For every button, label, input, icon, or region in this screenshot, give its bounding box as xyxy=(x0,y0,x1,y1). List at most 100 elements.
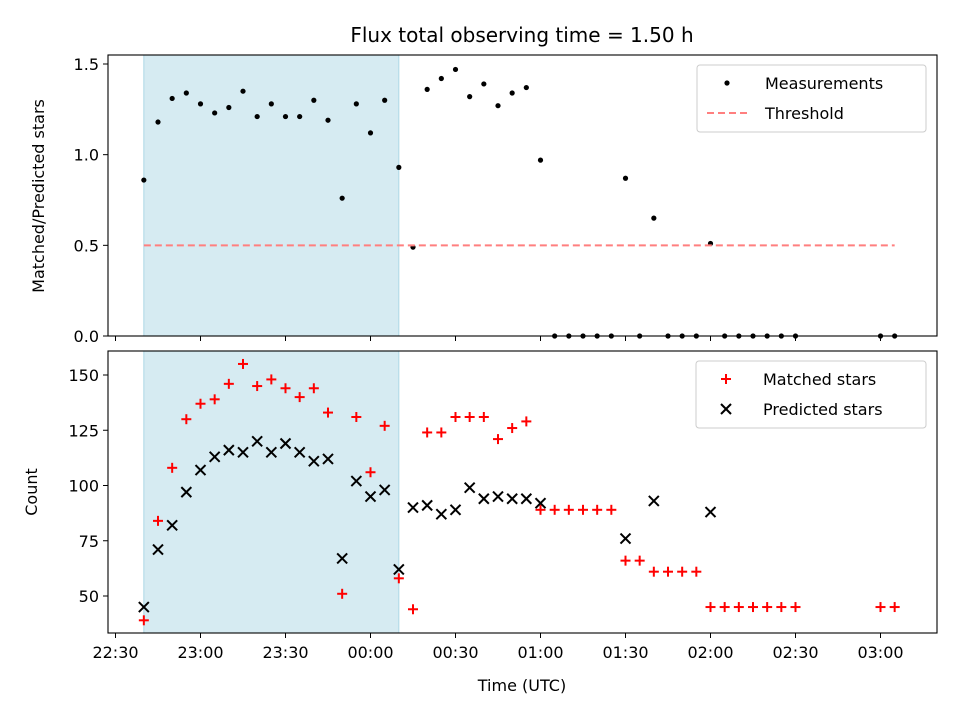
count-legend: Matched stars Predicted stars xyxy=(695,360,927,429)
matched-point xyxy=(875,602,886,613)
predicted-point xyxy=(138,601,150,613)
legend-matched-marker xyxy=(721,374,731,384)
measurement-point xyxy=(254,113,260,120)
measurement-point xyxy=(467,94,473,100)
matched-point xyxy=(138,615,149,626)
matched-point xyxy=(422,427,433,438)
predicted-point xyxy=(648,495,660,507)
matched-point xyxy=(153,515,163,526)
predicted-point xyxy=(463,482,476,494)
predicted-point xyxy=(520,493,533,505)
measurement-point xyxy=(183,90,189,96)
predicted-point xyxy=(704,506,717,518)
measurement-point xyxy=(155,119,161,125)
predicted-point xyxy=(350,475,363,487)
matched-point xyxy=(308,383,319,394)
chart-title: Flux total observing time = 1.50 h xyxy=(350,23,693,47)
predicted-point xyxy=(364,490,377,503)
measurement-point xyxy=(339,195,345,201)
legend-measurements-label: Measurements xyxy=(765,74,883,93)
matched-point xyxy=(663,566,673,577)
x-tick-label: 02:30 xyxy=(772,643,818,662)
matched-point xyxy=(634,555,645,566)
predicted-point xyxy=(322,453,334,465)
matched-point xyxy=(535,504,546,515)
predicted-point xyxy=(393,563,405,576)
matched-point xyxy=(393,573,404,584)
ratio-legend: Measurements Threshold xyxy=(696,64,927,133)
measurement-point xyxy=(537,157,544,163)
matched-point xyxy=(478,411,489,422)
measurement-point xyxy=(382,97,388,103)
measurement-point xyxy=(297,113,303,120)
measurement-point xyxy=(353,101,359,107)
matched-point xyxy=(450,411,461,422)
x-tick-label: 03:00 xyxy=(857,643,903,662)
matched-point xyxy=(549,504,560,515)
matched-point xyxy=(648,566,659,577)
y-tick-label: 75 xyxy=(79,532,99,551)
matched-point xyxy=(563,504,574,515)
predicted-point xyxy=(237,446,249,459)
matched-point xyxy=(195,398,206,409)
y-tick-label: 1.5 xyxy=(74,55,99,74)
matched-point xyxy=(705,602,716,613)
count-panel-frame xyxy=(107,350,938,634)
measurement-point xyxy=(651,215,657,221)
matched-point xyxy=(181,414,192,425)
count-legend-box xyxy=(695,360,927,429)
x-tick-label: 01:30 xyxy=(602,643,648,662)
count-panel: 50 75 100 125 150 22:30 23:00 23:30 00:00 00:30 0… xyxy=(22,350,938,662)
measurement-point xyxy=(481,81,487,87)
predicted-point xyxy=(293,446,306,459)
matched-point xyxy=(280,383,291,394)
measurement-point xyxy=(212,110,218,116)
y-tick-label: 125 xyxy=(68,421,99,440)
ratio-y-axis-label: Matched/Predicted stars xyxy=(29,99,48,293)
matched-point xyxy=(408,604,418,615)
measurement-point xyxy=(240,88,246,94)
x-axis-label: Time (UTC) xyxy=(477,676,566,695)
matched-point xyxy=(167,462,178,473)
measurement-point xyxy=(509,90,515,96)
x-tick-label: 02:00 xyxy=(687,643,733,662)
matched-point xyxy=(436,427,447,438)
legend-matched-label: Matched stars xyxy=(763,370,876,389)
matched-point xyxy=(223,378,234,389)
ratio-legend-box xyxy=(696,64,927,133)
observing-window-shade xyxy=(143,54,400,337)
predicted-point xyxy=(336,552,348,565)
measurement-point xyxy=(438,75,444,82)
predicted-point xyxy=(534,497,547,509)
predicted-point xyxy=(208,451,221,463)
predicted-point xyxy=(478,493,490,505)
predicted-point xyxy=(421,499,433,512)
predicted-point xyxy=(194,464,207,476)
x-tick-label: 00:30 xyxy=(432,643,478,662)
matched-point xyxy=(776,602,787,613)
x-tick-label: 22:30 xyxy=(92,643,138,662)
y-tick-label: 100 xyxy=(68,477,99,496)
predicted-point xyxy=(619,532,632,545)
legend-predicted-label: Predicted stars xyxy=(763,400,883,419)
ratio-panel-frame xyxy=(107,54,938,337)
matched-point xyxy=(790,602,801,613)
predicted-point xyxy=(251,435,263,448)
measurement-point xyxy=(197,101,204,107)
legend-threshold-label: Threshold xyxy=(764,104,844,123)
matched-point xyxy=(606,504,617,515)
matched-point xyxy=(493,434,503,445)
count-y-axis-label: Count xyxy=(22,468,41,516)
ratio-panel: 0.0 0.5 1.0 1.5 Matched/Predicted stars Mea… xyxy=(29,54,938,346)
predicted-point xyxy=(506,493,518,505)
matched-point xyxy=(379,420,390,431)
matched-point xyxy=(889,602,900,613)
series-measurements xyxy=(141,66,898,339)
x-tick-label: 00:00 xyxy=(347,643,393,662)
legend-predicted-marker xyxy=(720,403,732,415)
predicted-point xyxy=(166,519,178,531)
predicted-point xyxy=(435,508,448,520)
measurement-point xyxy=(523,84,529,91)
predicted-point xyxy=(152,543,164,556)
predicted-point xyxy=(223,444,235,456)
